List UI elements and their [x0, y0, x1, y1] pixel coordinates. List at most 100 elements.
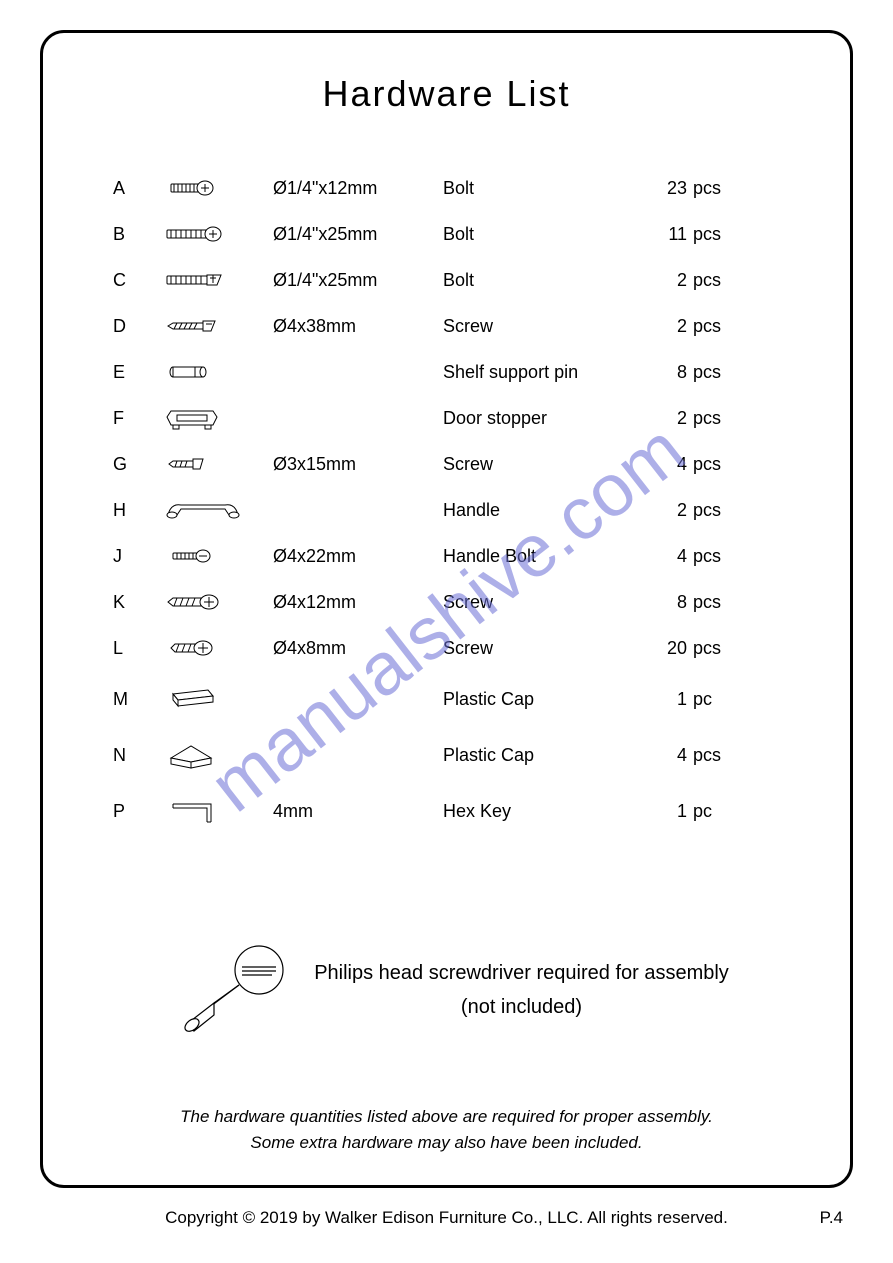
hardware-unit: pcs	[693, 592, 743, 613]
hardware-row: EShelf support pin8pcs	[93, 349, 800, 395]
hardware-letter: A	[93, 178, 163, 199]
hardware-size: Ø1/4"x12mm	[273, 178, 443, 199]
screwdriver-icon	[164, 945, 294, 1035]
hardware-name: Screw	[443, 454, 643, 475]
hardware-letter: H	[93, 500, 163, 521]
hardware-qty: 2	[643, 316, 693, 337]
hardware-row: B Ø1/4"x25mmBolt11pcs	[93, 211, 800, 257]
hardware-letter: C	[93, 270, 163, 291]
hardware-row: K Ø4x12mmScrew8pcs	[93, 579, 800, 625]
screwdriver-line1: Philips head screwdriver required for as…	[314, 956, 729, 990]
screwdriver-line2: (not included)	[314, 990, 729, 1024]
hardware-name: Bolt	[443, 270, 643, 291]
hardware-letter: G	[93, 454, 163, 475]
hardware-row: D Ø4x38mmScrew2pcs	[93, 303, 800, 349]
hardware-qty: 1	[643, 689, 693, 710]
hardware-qty: 11	[643, 224, 693, 245]
hardware-row: P 4mmHex Key1pc	[93, 783, 800, 839]
hardware-unit: pcs	[693, 316, 743, 337]
hardware-name: Handle	[443, 500, 643, 521]
bolt-tiny-icon	[163, 541, 273, 571]
hardware-letter: P	[93, 801, 163, 822]
hardware-unit: pcs	[693, 362, 743, 383]
hardware-name: Bolt	[443, 178, 643, 199]
screwdriver-note: Philips head screwdriver required for as…	[43, 945, 850, 1035]
screw-small-icon	[163, 449, 273, 479]
hardware-unit: pcs	[693, 224, 743, 245]
disclaimer: The hardware quantities listed above are…	[43, 1104, 850, 1155]
hardware-size: Ø4x38mm	[273, 316, 443, 337]
door-stopper-icon	[163, 403, 273, 433]
hardware-qty: 20	[643, 638, 693, 659]
hardware-unit: pc	[693, 689, 743, 710]
hardware-unit: pcs	[693, 178, 743, 199]
hardware-unit: pcs	[693, 500, 743, 521]
hardware-size: 4mm	[273, 801, 443, 822]
hardware-name: Plastic Cap	[443, 745, 643, 766]
hardware-qty: 2	[643, 408, 693, 429]
hardware-row: M Plastic Cap1pc	[93, 671, 800, 727]
hardware-unit: pcs	[693, 546, 743, 567]
hardware-table: AØ1/4"x12mmBolt23pcsBØ1/4"x25mmBolt11pcs…	[93, 165, 800, 839]
hardware-name: Screw	[443, 638, 643, 659]
hardware-letter: N	[93, 745, 163, 766]
page-number: P.4	[820, 1208, 843, 1228]
hardware-name: Door stopper	[443, 408, 643, 429]
disclaimer-line2: Some extra hardware may also have been i…	[43, 1130, 850, 1156]
hardware-size: Ø4x12mm	[273, 592, 443, 613]
hardware-size: Ø4x8mm	[273, 638, 443, 659]
hardware-letter: F	[93, 408, 163, 429]
hardware-qty: 8	[643, 362, 693, 383]
hardware-name: Hex Key	[443, 801, 643, 822]
hardware-unit: pc	[693, 801, 743, 822]
hardware-qty: 2	[643, 500, 693, 521]
hardware-name: Screw	[443, 592, 643, 613]
hardware-row: H Handle2pcs	[93, 487, 800, 533]
pin-icon	[163, 357, 273, 387]
hardware-letter: E	[93, 362, 163, 383]
hardware-letter: B	[93, 224, 163, 245]
hardware-qty: 1	[643, 801, 693, 822]
hardware-letter: M	[93, 689, 163, 710]
hardware-qty: 2	[643, 270, 693, 291]
bolt-flat-icon	[163, 265, 273, 295]
page-frame: Hardware List AØ1/4"x12mmBolt23pcsBØ1/4"…	[40, 30, 853, 1188]
hardware-name: Plastic Cap	[443, 689, 643, 710]
hardware-unit: pcs	[693, 454, 743, 475]
cap-flat-icon	[163, 684, 273, 714]
screwdriver-text: Philips head screwdriver required for as…	[314, 956, 729, 1024]
hardware-unit: pcs	[693, 638, 743, 659]
hardware-unit: pcs	[693, 270, 743, 291]
hardware-qty: 4	[643, 745, 693, 766]
hardware-row: G Ø3x15mmScrew4pcs	[93, 441, 800, 487]
hardware-letter: K	[93, 592, 163, 613]
hardware-letter: D	[93, 316, 163, 337]
hardware-unit: pcs	[693, 745, 743, 766]
bolt-short-icon	[163, 173, 273, 203]
hardware-qty: 4	[643, 454, 693, 475]
hardware-size: Ø4x22mm	[273, 546, 443, 567]
hardware-row: L Ø4x8mmScrew20pcs	[93, 625, 800, 671]
hex-key-icon	[163, 796, 273, 826]
hardware-qty: 4	[643, 546, 693, 567]
hardware-row: A Ø1/4"x12mmBolt23pcs	[93, 165, 800, 211]
screw-long-icon	[163, 311, 273, 341]
hardware-qty: 23	[643, 178, 693, 199]
handle-icon	[163, 495, 273, 525]
hardware-size: Ø1/4"x25mm	[273, 270, 443, 291]
hardware-size: Ø3x15mm	[273, 454, 443, 475]
hardware-size: Ø1/4"x25mm	[273, 224, 443, 245]
hardware-name: Bolt	[443, 224, 643, 245]
hardware-row: J Ø4x22mmHandle Bolt4pcs	[93, 533, 800, 579]
footer-bar: Copyright © 2019 by Walker Edison Furnit…	[40, 1208, 853, 1228]
hardware-name: Handle Bolt	[443, 546, 643, 567]
hardware-letter: J	[93, 546, 163, 567]
hardware-letter: L	[93, 638, 163, 659]
hardware-row: N Plastic Cap4pcs	[93, 727, 800, 783]
screw-short-icon	[163, 633, 273, 663]
hardware-row: C Ø1/4"x25mmBolt2pcs	[93, 257, 800, 303]
hardware-qty: 8	[643, 592, 693, 613]
screw-med-icon	[163, 587, 273, 617]
copyright-text: Copyright © 2019 by Walker Edison Furnit…	[40, 1208, 853, 1228]
hardware-name: Screw	[443, 316, 643, 337]
